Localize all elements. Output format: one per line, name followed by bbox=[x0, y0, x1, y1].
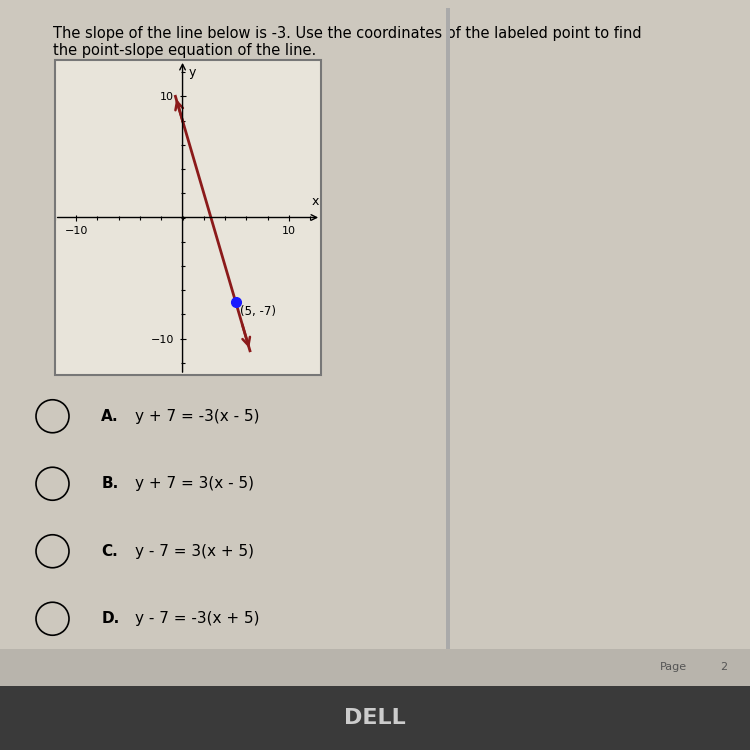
Text: (5, -7): (5, -7) bbox=[240, 304, 276, 318]
Text: y + 7 = -3(x - 5): y + 7 = -3(x - 5) bbox=[135, 409, 260, 424]
Text: y: y bbox=[189, 66, 196, 79]
Text: DELL: DELL bbox=[344, 709, 406, 728]
Text: A.: A. bbox=[101, 409, 118, 424]
Text: Page: Page bbox=[660, 662, 687, 673]
Text: C.: C. bbox=[101, 544, 118, 559]
Text: 2: 2 bbox=[720, 662, 727, 673]
Text: B.: B. bbox=[101, 476, 118, 491]
Text: The slope of the line below is -3. Use the coordinates of the labeled point to f: The slope of the line below is -3. Use t… bbox=[53, 26, 641, 41]
Text: x: x bbox=[312, 195, 320, 208]
Text: y - 7 = -3(x + 5): y - 7 = -3(x + 5) bbox=[135, 611, 260, 626]
Text: y - 7 = 3(x + 5): y - 7 = 3(x + 5) bbox=[135, 544, 254, 559]
Text: y + 7 = 3(x - 5): y + 7 = 3(x - 5) bbox=[135, 476, 254, 491]
Text: D.: D. bbox=[101, 611, 119, 626]
Text: the point-slope equation of the line.: the point-slope equation of the line. bbox=[53, 44, 316, 58]
